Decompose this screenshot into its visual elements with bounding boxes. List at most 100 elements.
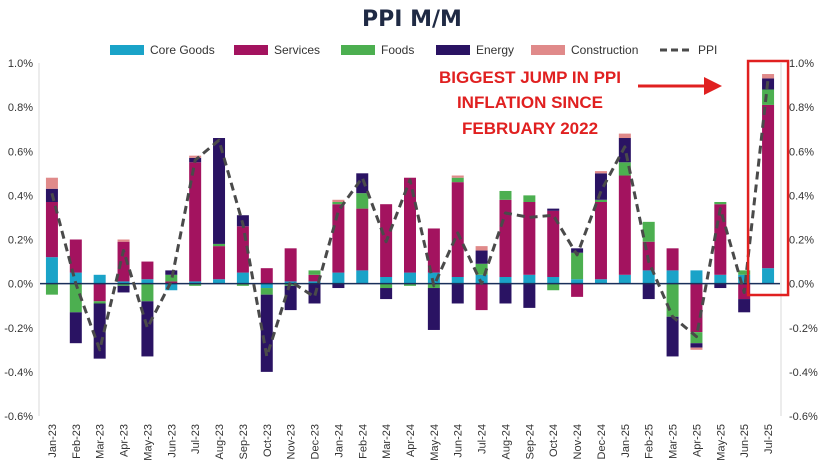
- x-tick-label: Apr-24: [405, 424, 417, 457]
- bar-segment-foods: [69, 283, 82, 313]
- bar-segment-foods: [451, 177, 464, 183]
- x-tick-label: Mar-23: [95, 424, 107, 459]
- bar-segment-construction: [475, 246, 488, 251]
- bar-segment-core-goods: [189, 281, 202, 284]
- bar-segment-services: [332, 204, 345, 273]
- y-tick-label-left: 0.8%: [8, 102, 33, 114]
- bar-segment-services: [141, 261, 154, 280]
- legend-swatch-services: [234, 45, 268, 55]
- y-tick-label-right: 0.4%: [789, 190, 814, 202]
- bar-segment-foods: [260, 288, 273, 295]
- bar-segment-core-goods: [571, 279, 584, 284]
- ppi-line: [50, 78, 770, 358]
- bar-segment-services: [404, 177, 416, 273]
- bar-segment-core-goods: [666, 270, 679, 284]
- bar-segment-services: [571, 283, 584, 297]
- bar-segment-energy: [165, 270, 178, 275]
- bar-segment-energy: [738, 299, 751, 313]
- x-tick-label: Nov-24: [572, 424, 584, 459]
- bar-segment-construction: [117, 239, 130, 242]
- bar-segment-energy: [451, 283, 464, 304]
- bar-segment-services: [117, 241, 130, 282]
- bar-segment-services: [93, 283, 106, 302]
- annotation: BIGGEST JUMP IN PPI INFLATION SINCE FEBRUA…: [439, 59, 790, 297]
- y-tick-label-right: 0.6%: [789, 146, 814, 158]
- x-tick-label: Dec-24: [596, 424, 608, 459]
- bar-segment-construction: [762, 74, 775, 79]
- bar-segment-core-goods: [380, 277, 393, 284]
- bar-segment-foods: [117, 283, 130, 286]
- bar-segment-services: [475, 283, 488, 311]
- bar-segment-core-goods: [523, 274, 536, 284]
- annotation-text-line: FEBRUARY 2022: [462, 119, 598, 138]
- bar-segment-energy: [714, 283, 727, 289]
- legend-swatch-foods: [341, 45, 375, 55]
- bar-segment-core-goods: [69, 272, 82, 284]
- x-tick-label: Feb-23: [71, 424, 83, 459]
- bar-segment-foods: [499, 190, 512, 200]
- bar-segment-core-goods: [594, 279, 607, 284]
- y-tick-label-right: -0.2%: [789, 323, 818, 335]
- x-tick-label: Aug-23: [214, 424, 226, 459]
- x-tick-label: Jul-24: [477, 424, 489, 454]
- bar-segment-services: [618, 175, 631, 275]
- bar-segment-services: [523, 201, 536, 275]
- bar-segment-services: [213, 246, 226, 280]
- bar-segment-core-goods: [618, 274, 631, 284]
- x-tick-label: Jun-24: [453, 424, 465, 458]
- bar-segment-foods: [93, 301, 106, 304]
- legend-swatch-construction: [531, 45, 565, 55]
- y-tick-label-right: 0.8%: [789, 102, 814, 114]
- legend-label-foods: Foods: [381, 43, 414, 57]
- highlight-box: [746, 59, 790, 297]
- bar-segment-energy: [666, 316, 679, 357]
- bar-segment-energy: [475, 250, 488, 264]
- x-tick-label: May-23: [142, 424, 154, 461]
- bar-segment-services: [427, 228, 440, 273]
- x-tick-label: Mar-25: [668, 424, 680, 459]
- bar-segment-core-goods: [356, 270, 369, 284]
- stacked-bars: [40, 74, 780, 372]
- bar-segment-energy: [571, 248, 584, 253]
- bar-segment-core-goods: [475, 274, 488, 284]
- bar-segment-core-goods: [714, 274, 727, 284]
- bar-segment-services: [666, 248, 679, 271]
- bar-segment-energy: [141, 301, 154, 357]
- bar-segment-core-goods: [213, 279, 226, 284]
- bar-segment-foods: [236, 283, 249, 286]
- bar-segment-energy: [260, 294, 273, 372]
- bar-segment-core-goods: [260, 283, 273, 289]
- bar-segment-foods: [141, 283, 154, 302]
- legend-swatch-core-goods: [110, 45, 144, 55]
- bar-segment-foods: [594, 199, 607, 202]
- y-tick-label-right: 0.2%: [789, 235, 814, 247]
- bar-segment-core-goods: [236, 272, 249, 284]
- bar-segment-foods: [380, 283, 393, 289]
- legend-label-construction: Construction: [571, 43, 638, 57]
- annotation-arrow-head: [704, 77, 722, 95]
- bar-segment-core-goods: [762, 268, 775, 284]
- x-tick-label: Jan-23: [47, 424, 59, 458]
- bar-segment-energy: [499, 283, 512, 304]
- bar-segment-services: [451, 182, 464, 278]
- legend: Core Goods Services Foods Energy Constructio…: [110, 43, 717, 57]
- x-tick-label: Sep-24: [524, 424, 536, 459]
- x-tick-label: Nov-23: [286, 424, 298, 459]
- x-tick-label: Mar-24: [381, 424, 393, 459]
- bar-segment-energy: [690, 343, 703, 348]
- x-tick-label: Aug-24: [500, 424, 512, 459]
- legend-label-energy: Energy: [476, 43, 514, 57]
- bar-segment-energy: [356, 173, 369, 194]
- bar-segment-services: [547, 210, 560, 278]
- bar-segment-foods: [356, 193, 369, 209]
- bar-segment-foods: [666, 283, 679, 317]
- bar-segment-foods: [308, 270, 321, 275]
- bar-segment-foods: [714, 201, 727, 205]
- y-tick-label-right: -0.6%: [789, 411, 818, 423]
- bar-segment-services: [356, 208, 369, 271]
- y-tick-label-left: 0.6%: [8, 146, 33, 158]
- x-tick-label: Oct-23: [262, 424, 274, 457]
- bar-segment-foods: [618, 162, 631, 176]
- bar-segment-foods: [738, 270, 751, 275]
